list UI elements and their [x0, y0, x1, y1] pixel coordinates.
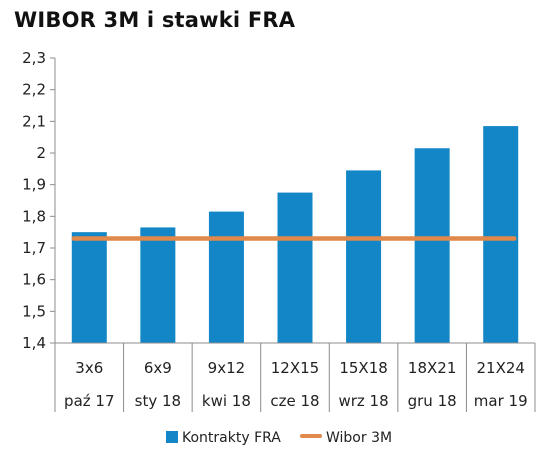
- x-tick-label-contract: 3x6: [75, 359, 103, 377]
- bar-15x18: [346, 170, 382, 343]
- x-tick-label-contract: 9x12: [208, 359, 246, 377]
- x-tick-label-contract: 12X15: [271, 359, 319, 377]
- legend-bar-swatch: [166, 431, 178, 443]
- legend: Kontrakty FRA Wibor 3M: [0, 428, 546, 448]
- y-tick-label: 1,4: [22, 334, 46, 352]
- legend-line-swatch: [300, 434, 322, 438]
- x-tick-label-contract: 6x9: [144, 359, 172, 377]
- legend-label-kontrakty-fra: Kontrakty FRA: [182, 430, 281, 446]
- bar-3x6: [71, 232, 107, 343]
- chart-title: WIBOR 3M i stawki FRA: [14, 8, 296, 32]
- legend-item-wibor-3m: Wibor 3M: [300, 428, 392, 448]
- x-tick-label-date: wrz 18: [338, 392, 388, 410]
- x-tick-label-date: sty 18: [135, 392, 181, 410]
- bars: [71, 126, 519, 343]
- x-tick-label-date: kwi 18: [202, 392, 251, 410]
- y-tick-label: 1,8: [22, 207, 46, 225]
- x-tick-label-date: cze 18: [270, 392, 319, 410]
- bar-18x21: [414, 148, 450, 343]
- bar-6x9: [140, 227, 176, 343]
- y-axis: 1,4 1,5 1,6 1,7 1,8 1,9 2 2,1 2,2 2,3: [22, 49, 56, 352]
- y-tick-label: 2: [36, 144, 46, 162]
- bar-9x12: [208, 211, 244, 343]
- y-tick-label: 1,6: [22, 271, 46, 289]
- bar-21x24: [483, 126, 519, 343]
- y-tick-label: 2,2: [22, 81, 46, 99]
- bar-12x15: [277, 192, 313, 343]
- legend-item-kontrakty-fra: Kontrakty FRA: [166, 428, 281, 448]
- y-tick-label: 1,7: [22, 239, 46, 257]
- x-tick-label-date: paź 17: [64, 392, 114, 410]
- y-tick-label: 2,1: [22, 112, 46, 130]
- x-tick-label-date: mar 19: [474, 392, 528, 410]
- x-tick-label-date: gru 18: [408, 392, 457, 410]
- x-tick-label-contract: 15X18: [339, 359, 387, 377]
- x-tick-label-contract: 18X21: [408, 359, 456, 377]
- y-tick-label: 2,3: [22, 49, 46, 67]
- x-axis: 3x6 paź 17 6x9 sty 18 9x12 kwi 18 12X15 cze 18 1…: [54, 342, 536, 412]
- y-tick-label: 1,9: [22, 176, 46, 194]
- x-tick-label-contract: 21X24: [476, 359, 524, 377]
- y-tick-label: 1,5: [22, 302, 46, 320]
- legend-label-wibor-3m: Wibor 3M: [326, 430, 393, 446]
